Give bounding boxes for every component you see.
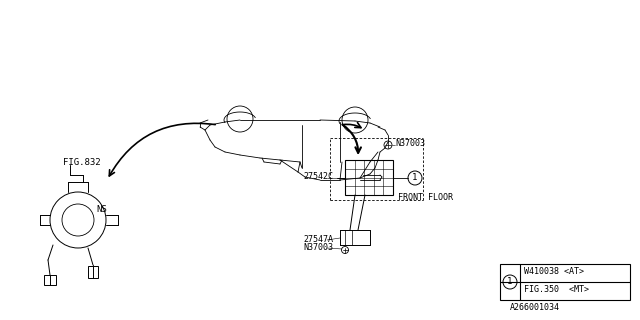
Text: FRONT FLOOR: FRONT FLOOR: [398, 193, 453, 202]
Text: NS: NS: [96, 205, 107, 214]
Text: 1: 1: [412, 173, 418, 182]
Text: A266001034: A266001034: [510, 303, 560, 313]
Text: N37003: N37003: [395, 139, 425, 148]
Text: 1: 1: [508, 277, 513, 286]
Bar: [345, 160, 393, 195]
Text: W410038 <AT>: W410038 <AT>: [524, 268, 584, 276]
Text: FIG.350  <MT>: FIG.350 <MT>: [524, 285, 589, 294]
Bar: [500, 264, 630, 300]
Text: 27547A: 27547A: [303, 236, 333, 244]
Bar: [44, 275, 56, 285]
Text: FIG.832: FIG.832: [63, 157, 100, 166]
Text: N37003: N37003: [303, 244, 333, 252]
Bar: [88, 266, 98, 278]
Text: 27542C: 27542C: [303, 172, 333, 180]
